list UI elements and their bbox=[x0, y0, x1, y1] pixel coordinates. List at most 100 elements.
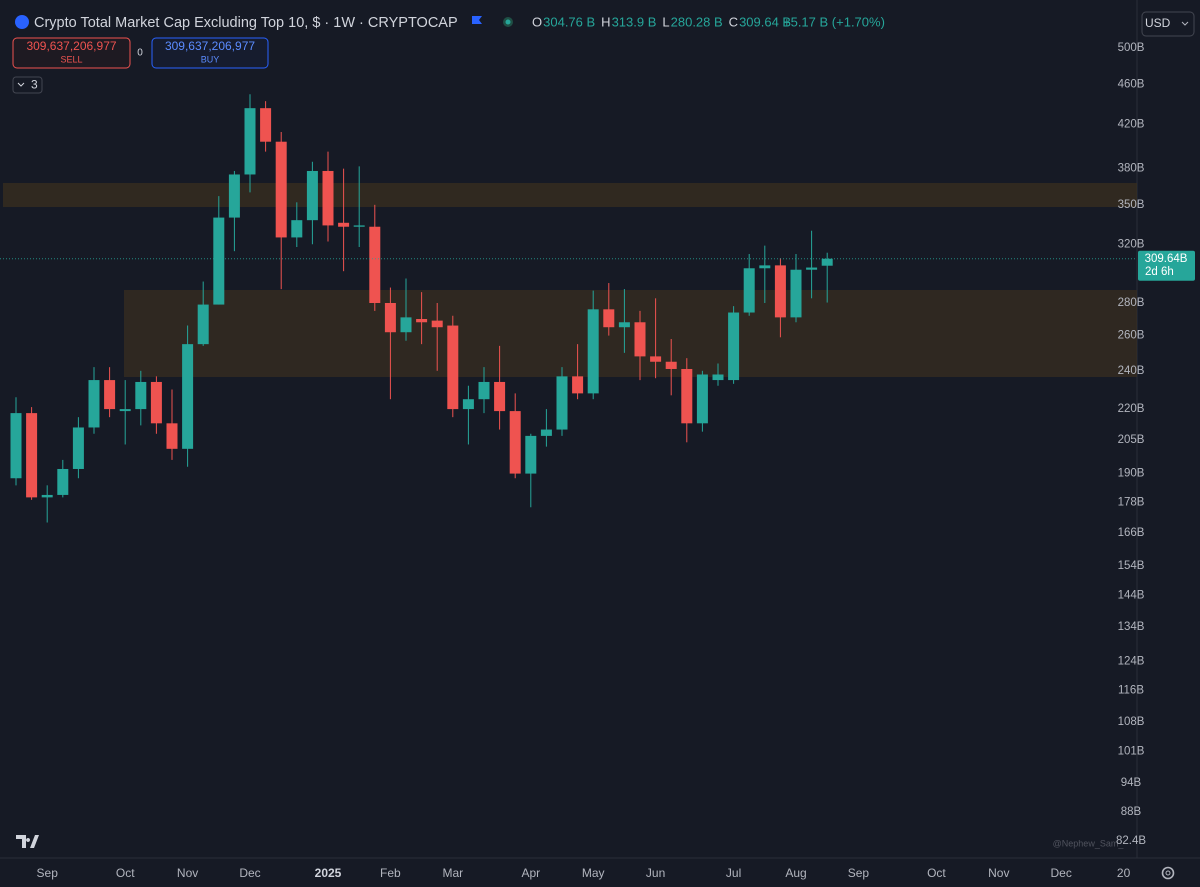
candle-body bbox=[572, 376, 584, 394]
x-tick-label: Nov bbox=[988, 866, 1009, 880]
currency[interactable]: USD bbox=[1145, 16, 1171, 30]
candle-body bbox=[41, 494, 53, 498]
y-tick-label: 205B bbox=[1118, 434, 1145, 446]
y-tick-label: 460B bbox=[1118, 79, 1145, 91]
x-tick-label: Oct bbox=[927, 866, 946, 880]
x-tick-label: Nov bbox=[177, 866, 198, 880]
resistance-zone bbox=[3, 183, 1137, 207]
candle-body bbox=[525, 435, 537, 474]
x-tick-label: Sep bbox=[848, 866, 870, 880]
candle-body bbox=[182, 344, 194, 449]
ohlc-value: 304.76 B bbox=[543, 14, 595, 29]
candle-body bbox=[712, 374, 724, 381]
candle-body bbox=[26, 413, 38, 498]
candle-body bbox=[650, 356, 662, 362]
x-tick-label: Apr bbox=[521, 866, 540, 880]
candle-body bbox=[291, 220, 303, 238]
y-tick-label: 88B bbox=[1121, 806, 1142, 818]
watermark: @Nephew_Sam_ bbox=[1053, 838, 1125, 848]
y-tick-label: 101B bbox=[1118, 746, 1145, 758]
y-tick-label: 94B bbox=[1121, 777, 1142, 789]
chart-title: Crypto Total Market Cap Excluding Top 10… bbox=[34, 15, 458, 31]
candle-body bbox=[759, 265, 771, 269]
countdown: 2d 6h bbox=[1145, 266, 1174, 278]
sell-label[interactable]: SELL bbox=[60, 54, 82, 64]
candle-body bbox=[57, 468, 69, 495]
sell-price[interactable]: 309,637,206,977 bbox=[26, 39, 116, 53]
y-tick-label: 320B bbox=[1118, 238, 1145, 250]
status-dot bbox=[505, 19, 511, 25]
candle-body bbox=[104, 380, 116, 410]
support-zone bbox=[124, 290, 1137, 377]
candle-body bbox=[400, 317, 412, 333]
currency-button[interactable] bbox=[1141, 11, 1195, 37]
candle-body bbox=[260, 108, 272, 142]
candle-body bbox=[88, 380, 100, 428]
candle-body bbox=[431, 320, 443, 328]
y-tick-label: 220B bbox=[1118, 403, 1145, 415]
candle-body bbox=[618, 322, 630, 328]
candles bbox=[0, 94, 1137, 523]
x-tick-label: Mar bbox=[442, 866, 463, 880]
settings-icon[interactable] bbox=[1161, 866, 1175, 880]
candle-body bbox=[244, 108, 256, 175]
candle-body bbox=[634, 322, 646, 357]
candle-body bbox=[150, 381, 162, 424]
candle-body bbox=[478, 381, 490, 400]
candle-body bbox=[306, 170, 318, 221]
y-tick-label: 178B bbox=[1118, 496, 1145, 508]
y-tick-label: 240B bbox=[1118, 365, 1145, 377]
y-tick-label: 154B bbox=[1118, 560, 1145, 572]
candle-body bbox=[587, 309, 599, 394]
ohlc-value: 309.64 B bbox=[739, 14, 791, 29]
indicator-count[interactable]: 3 bbox=[31, 78, 38, 92]
y-tick-label: 116B bbox=[1118, 685, 1144, 697]
indicators-toggle[interactable] bbox=[12, 76, 43, 94]
candle-body bbox=[509, 411, 521, 474]
y-tick-label: 144B bbox=[1118, 590, 1145, 602]
candle-body bbox=[10, 413, 22, 479]
candle-body bbox=[338, 222, 350, 227]
y-tick-label: 280B bbox=[1118, 297, 1145, 309]
candle-body bbox=[665, 361, 677, 369]
x-tick-label: Feb bbox=[380, 866, 401, 880]
flag-icon bbox=[472, 16, 482, 24]
x-tick-label: May bbox=[582, 866, 605, 880]
candle-body bbox=[743, 268, 755, 313]
ohlc-key: O bbox=[532, 14, 542, 29]
candle-body bbox=[494, 381, 506, 412]
candle-body bbox=[369, 226, 381, 303]
candle-body bbox=[275, 141, 287, 238]
y-tick-label: 380B bbox=[1118, 163, 1145, 175]
buy-price[interactable]: 309,637,206,977 bbox=[165, 39, 255, 53]
settings-icon-core bbox=[1165, 870, 1171, 876]
x-tick-label: 2025 bbox=[315, 866, 342, 880]
candle-body bbox=[166, 423, 178, 449]
sell-button[interactable] bbox=[12, 37, 131, 69]
ohlc-key: H bbox=[601, 14, 610, 29]
candle-body bbox=[197, 304, 209, 345]
change: +5.17 B (+1.70%) bbox=[783, 14, 885, 29]
chevron bbox=[1181, 21, 1189, 26]
candle-body bbox=[603, 309, 615, 328]
x-tick-label: Jul bbox=[726, 866, 741, 880]
buy-label[interactable]: BUY bbox=[201, 54, 220, 64]
candle-body bbox=[228, 174, 240, 218]
candle-body bbox=[384, 302, 396, 333]
tv-logo bbox=[16, 835, 39, 848]
y-tick-label: 124B bbox=[1118, 655, 1145, 667]
x-tick-label: Sep bbox=[37, 866, 59, 880]
y-tick-label: 134B bbox=[1118, 621, 1145, 633]
candle-body bbox=[774, 265, 786, 318]
y-tick-label: 350B bbox=[1118, 199, 1145, 211]
y-tick-label: 420B bbox=[1118, 119, 1145, 131]
candle-body bbox=[681, 368, 693, 424]
buy-button[interactable] bbox=[151, 37, 269, 69]
candle-body bbox=[322, 170, 334, 226]
x-tick-label: Jun bbox=[646, 866, 665, 880]
spread: 0 bbox=[137, 48, 143, 59]
candle-body bbox=[821, 258, 833, 266]
